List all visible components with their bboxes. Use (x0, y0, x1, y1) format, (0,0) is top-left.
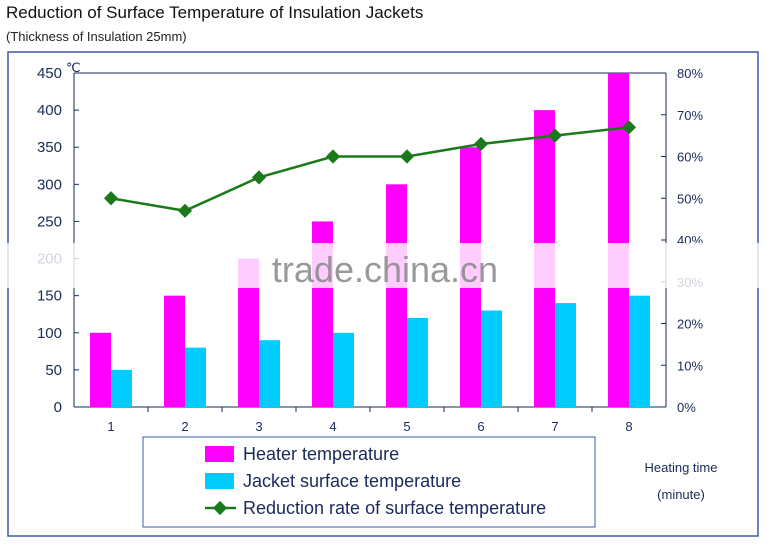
bar-heater (238, 258, 259, 407)
x-tick-label: 4 (329, 419, 336, 434)
chart-frame (7, 51, 759, 537)
bar-jacket (259, 340, 280, 407)
watermark: trade.china.cn (272, 249, 498, 290)
left-tick-label: 300 (37, 176, 62, 193)
chart-subtitle: (Thickness of Insulation 25mm) (6, 29, 187, 44)
legend-marker (212, 500, 228, 516)
right-tick-label: 20% (677, 317, 703, 332)
left-tick-label: 150 (37, 288, 62, 305)
reduction-rate-point (621, 120, 637, 135)
left-tick-label: 50 (45, 362, 62, 379)
left-tick-label: 350 (37, 139, 62, 156)
x-tick-label: 3 (255, 419, 262, 434)
watermark-band (0, 243, 767, 288)
reduction-rate-point (103, 191, 119, 206)
reduction-rate-point (399, 149, 415, 164)
legend-label: Jacket surface temperature (243, 471, 461, 491)
chart-title: Reduction of Surface Temperature of Insu… (6, 3, 424, 22)
x-tick-label: 2 (181, 419, 188, 434)
left-tick-label: 250 (37, 213, 62, 230)
left-tick-label: 450 (37, 65, 62, 82)
bar-heater (164, 295, 185, 407)
reduction-rate-point (547, 128, 563, 143)
x-tick-label: 8 (625, 419, 632, 434)
reduction-rate-point (325, 149, 341, 164)
bar-jacket (407, 317, 428, 407)
bar-jacket (555, 303, 576, 407)
bar-heater (386, 184, 407, 407)
legend-swatch (205, 473, 234, 489)
x-tick-label: 7 (551, 419, 558, 434)
bar-heater (608, 73, 629, 407)
reduction-rate-line (110, 126, 630, 213)
reduction-rate-point (251, 170, 267, 185)
left-tick-label: 400 (37, 102, 62, 119)
left-tick-label: 100 (37, 325, 62, 342)
left-tick-label: 0 (54, 399, 62, 416)
reduction-rate-point (473, 136, 489, 152)
right-tick-label: 10% (677, 358, 703, 373)
bar-heater (90, 332, 111, 407)
x-tick-label: 6 (477, 419, 484, 434)
x-tick-label: 1 (107, 419, 114, 434)
bar-jacket (629, 295, 650, 407)
right-tick-label: 80% (677, 66, 703, 81)
x-axis-label-line2: (minute) (657, 487, 705, 502)
right-tick-label: 60% (677, 150, 703, 165)
bar-jacket (333, 332, 354, 407)
x-axis-label-line1: Heating time (645, 460, 718, 475)
bar-jacket (111, 369, 132, 407)
right-tick-label: 50% (677, 191, 703, 206)
bar-jacket (185, 347, 206, 407)
x-tick-label: 5 (403, 419, 410, 434)
legend-label: Reduction rate of surface temperature (243, 498, 546, 518)
reduction-rate-point (177, 203, 193, 218)
right-tick-label: 70% (677, 108, 703, 123)
left-axis-unit: ℃ (66, 60, 81, 75)
bar-jacket (481, 310, 502, 407)
legend-swatch (205, 446, 234, 462)
right-tick-label: 0% (677, 400, 696, 415)
legend-label: Heater temperature (243, 444, 399, 464)
